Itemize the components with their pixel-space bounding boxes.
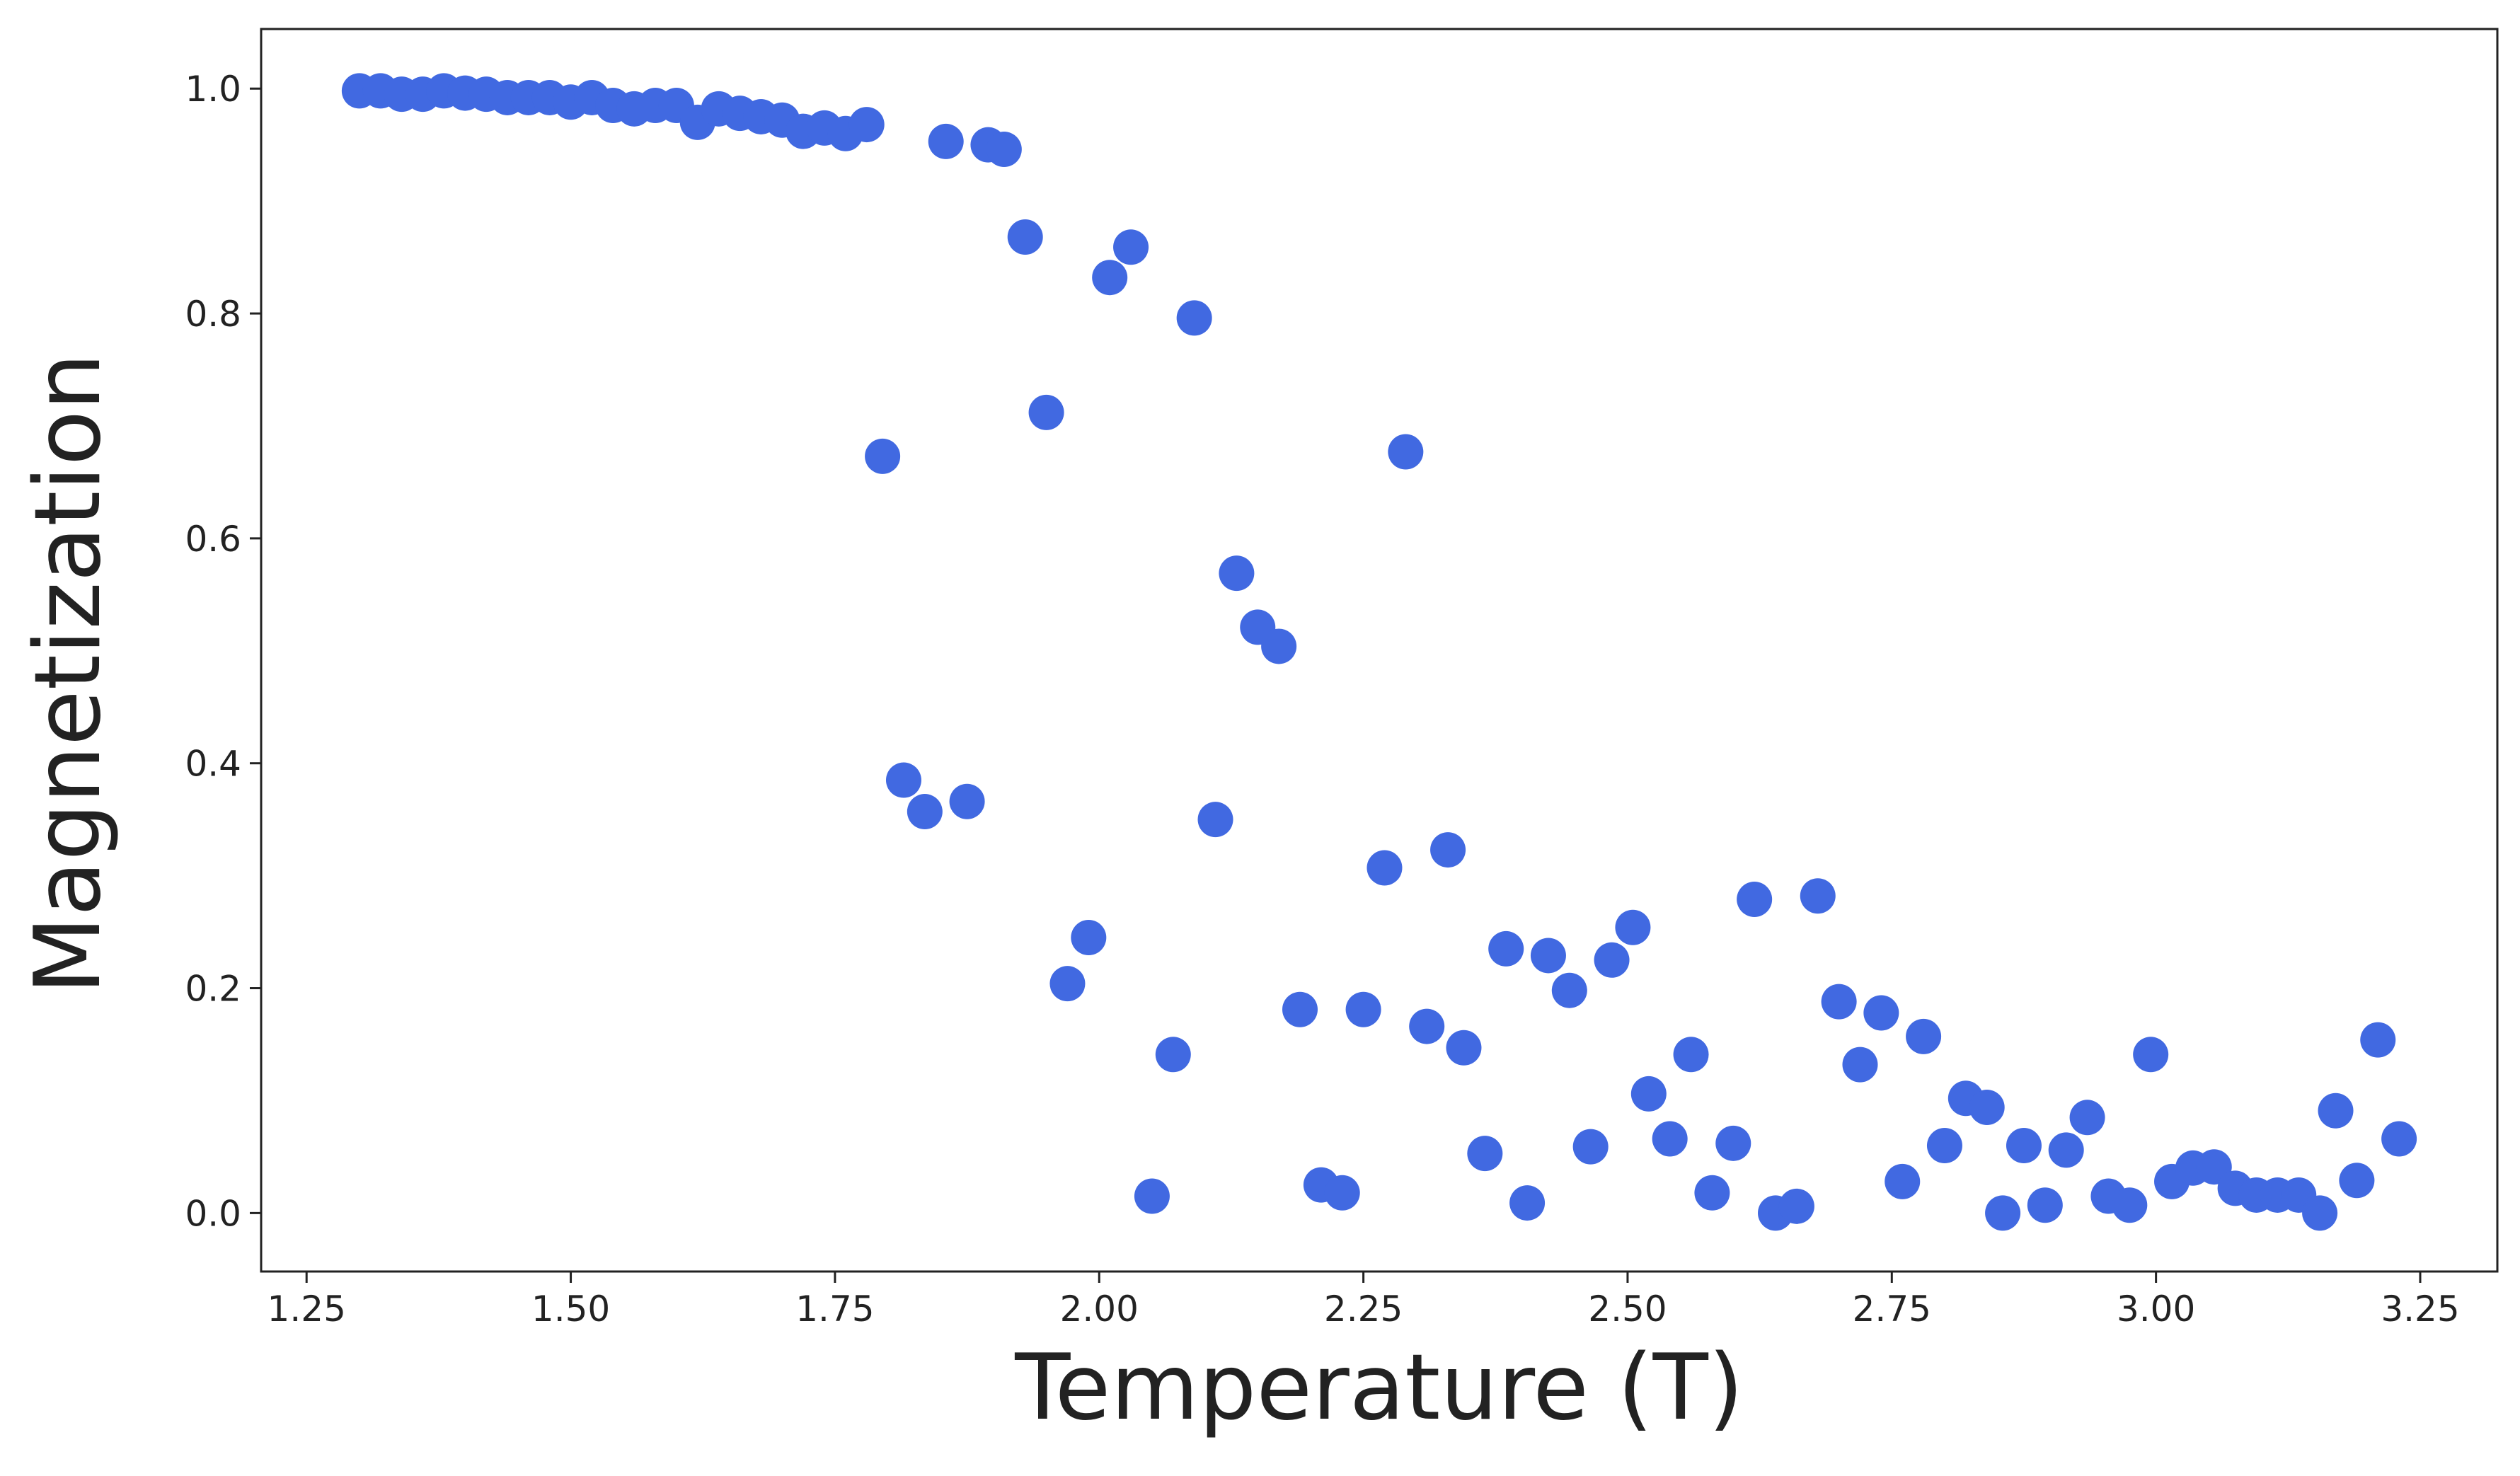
x-tick-label: 1.75 bbox=[795, 1288, 874, 1330]
point bbox=[1800, 878, 1836, 914]
point bbox=[1630, 1076, 1667, 1112]
x-tick-label: 1.25 bbox=[267, 1288, 346, 1330]
point bbox=[1715, 1125, 1751, 1161]
point bbox=[1324, 1175, 1360, 1211]
x-tick-label: 3.00 bbox=[2117, 1288, 2195, 1330]
y-tick-label: 0.8 bbox=[185, 294, 241, 335]
x-tick-label: 2.50 bbox=[1588, 1288, 1667, 1330]
point bbox=[848, 107, 885, 143]
point bbox=[1572, 1129, 1609, 1165]
point bbox=[1409, 1008, 1445, 1044]
point bbox=[1673, 1037, 1709, 1073]
point bbox=[1842, 1047, 1878, 1083]
point bbox=[1261, 628, 1297, 664]
point bbox=[1134, 1178, 1170, 1214]
point bbox=[865, 438, 901, 474]
point bbox=[1652, 1121, 1688, 1157]
point bbox=[1969, 1089, 2005, 1125]
point bbox=[1071, 920, 1107, 956]
point bbox=[1530, 938, 1566, 974]
point bbox=[1509, 1185, 1546, 1221]
point bbox=[1345, 991, 1381, 1027]
x-tick-label: 2.75 bbox=[1853, 1288, 1931, 1330]
point bbox=[2360, 1022, 2396, 1058]
point bbox=[949, 783, 985, 819]
point bbox=[1219, 555, 1255, 592]
point bbox=[1113, 229, 1149, 265]
point bbox=[2069, 1100, 2105, 1136]
point bbox=[1594, 942, 1630, 978]
point bbox=[2381, 1121, 2417, 1157]
point bbox=[1985, 1195, 2021, 1231]
point bbox=[1615, 909, 1651, 945]
x-axis-label: Temperature (T) bbox=[1014, 1335, 1744, 1441]
point bbox=[986, 132, 1022, 168]
point bbox=[2302, 1195, 2338, 1231]
x-tick-label: 1.50 bbox=[531, 1288, 610, 1330]
point bbox=[1092, 260, 1128, 296]
point bbox=[1737, 881, 1773, 917]
x-tick-label: 2.00 bbox=[1060, 1288, 1139, 1330]
point bbox=[907, 794, 943, 830]
point bbox=[1028, 394, 1064, 430]
point bbox=[1551, 972, 1587, 1008]
point bbox=[1430, 832, 1466, 868]
x-tick-label: 2.25 bbox=[1324, 1288, 1403, 1330]
point bbox=[1388, 434, 1424, 470]
point bbox=[1821, 984, 1857, 1020]
point bbox=[885, 762, 921, 798]
point bbox=[1282, 991, 1318, 1027]
point bbox=[1488, 930, 1524, 967]
x-tick-label: 3.25 bbox=[2381, 1288, 2459, 1330]
point bbox=[1446, 1030, 1482, 1066]
y-tick-label: 0.4 bbox=[185, 744, 241, 785]
point bbox=[1467, 1136, 1503, 1172]
point bbox=[2048, 1132, 2084, 1168]
point bbox=[2112, 1187, 2148, 1223]
point bbox=[928, 123, 964, 159]
point bbox=[2006, 1128, 2042, 1164]
point bbox=[1197, 802, 1233, 838]
point bbox=[1778, 1188, 1814, 1224]
plot-frame bbox=[260, 28, 2499, 1273]
y-tick-label: 1.0 bbox=[185, 69, 241, 110]
point bbox=[1155, 1037, 1191, 1073]
point bbox=[1176, 300, 1212, 336]
point bbox=[2339, 1163, 2375, 1199]
point bbox=[1885, 1163, 1921, 1199]
y-tick-label: 0.0 bbox=[185, 1193, 241, 1234]
point bbox=[2027, 1187, 2063, 1223]
y-axis-label: Magnetization bbox=[16, 353, 121, 995]
point bbox=[1367, 850, 1403, 886]
point bbox=[1906, 1018, 1942, 1054]
y-tick-label: 0.2 bbox=[185, 969, 241, 1010]
point bbox=[1049, 966, 1086, 1002]
point bbox=[1694, 1175, 1730, 1211]
point bbox=[2318, 1092, 2354, 1129]
point bbox=[1926, 1128, 1962, 1164]
point bbox=[1863, 995, 1899, 1031]
point bbox=[2133, 1037, 2169, 1073]
point bbox=[1007, 219, 1043, 255]
y-tick-label: 0.6 bbox=[185, 519, 241, 560]
